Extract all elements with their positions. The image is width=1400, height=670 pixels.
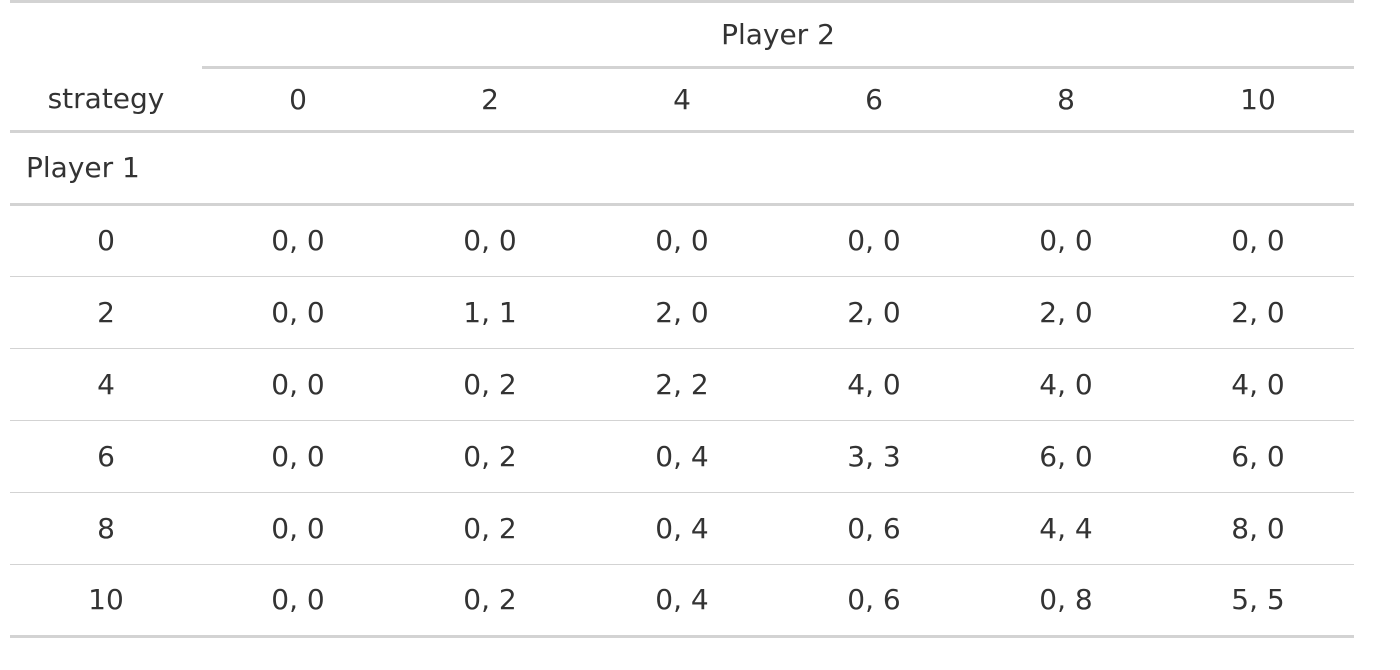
payoff-cell: 0, 0 [202,564,394,638]
row-label: 4 [10,348,202,421]
payoff-cell: 4, 0 [970,348,1162,421]
payoff-cell: 1, 1 [394,276,586,349]
table-row: 10 0, 0 0, 2 0, 4 0, 6 0, 8 5, 5 [10,564,1354,638]
row-label: 10 [10,564,202,638]
payoff-cell: 0, 0 [202,204,394,277]
payoff-cell: 4, 0 [1162,348,1354,421]
payoff-cell: 0, 8 [970,564,1162,638]
payoff-cell: 0, 6 [778,492,970,565]
row-label: 2 [10,276,202,349]
column-header: 10 [1162,67,1354,133]
payoff-cell: 8, 0 [1162,492,1354,565]
payoff-cell: 4, 0 [778,348,970,421]
row-label: 8 [10,492,202,565]
row-group-label-player-1: Player 1 [10,131,1354,206]
payoff-cell: 2, 2 [586,348,778,421]
payoff-cell: 0, 0 [778,204,970,277]
table-row: 4 0, 0 0, 2 2, 2 4, 0 4, 0 4, 0 [10,348,1354,421]
payoff-cell: 6, 0 [970,420,1162,493]
payoff-cell: 0, 0 [586,204,778,277]
payoff-cell: 0, 2 [394,564,586,638]
payoff-cell: 0, 2 [394,492,586,565]
payoff-cell: 0, 0 [202,420,394,493]
payoff-cell: 5, 5 [1162,564,1354,638]
column-header: 6 [778,67,970,133]
column-header: 2 [394,67,586,133]
payoff-cell: 0, 6 [778,564,970,638]
payoff-cell: 0, 2 [394,348,586,421]
spanner-row: Player 2 [10,3,1354,69]
top-rule [10,0,1354,4]
table-row: 6 0, 0 0, 2 0, 4 3, 3 6, 0 6, 0 [10,420,1354,493]
payoff-cell: 2, 0 [586,276,778,349]
row-group-header: Player 1 [10,131,1354,206]
column-header: 0 [202,67,394,133]
payoff-cell: 0, 4 [586,492,778,565]
payoff-cell: 0, 0 [970,204,1162,277]
table-row: 8 0, 0 0, 2 0, 4 0, 6 4, 4 8, 0 [10,492,1354,565]
column-header-row: strategy 0 2 4 6 8 10 [10,67,1354,133]
payoff-table-container: Player 2 strategy 0 2 4 6 8 10 Player 1 … [10,0,1354,638]
payoff-cell: 0, 0 [202,492,394,565]
payoff-table: Player 2 strategy 0 2 4 6 8 10 Player 1 … [10,0,1354,638]
payoff-cell: 0, 0 [1162,204,1354,277]
payoff-cell: 2, 0 [970,276,1162,349]
payoff-cell: 0, 0 [202,276,394,349]
payoff-cell: 0, 0 [202,348,394,421]
payoff-cell: 3, 3 [778,420,970,493]
payoff-cell: 0, 2 [394,420,586,493]
spanner-stub-cell [10,3,202,67]
payoff-cell: 4, 4 [970,492,1162,565]
table-row: 0 0, 0 0, 0 0, 0 0, 0 0, 0 0, 0 [10,204,1354,277]
column-spanner-player-2: Player 2 [202,3,1354,69]
column-header: 4 [586,67,778,133]
payoff-cell: 2, 0 [1162,276,1354,349]
column-header: 8 [970,67,1162,133]
row-label: 0 [10,204,202,277]
payoff-cell: 0, 4 [586,564,778,638]
stub-header: strategy [10,67,202,133]
payoff-cell: 6, 0 [1162,420,1354,493]
payoff-cell: 0, 0 [394,204,586,277]
table-row: 2 0, 0 1, 1 2, 0 2, 0 2, 0 2, 0 [10,276,1354,349]
payoff-cell: 2, 0 [778,276,970,349]
payoff-cell: 0, 4 [586,420,778,493]
row-label: 6 [10,420,202,493]
